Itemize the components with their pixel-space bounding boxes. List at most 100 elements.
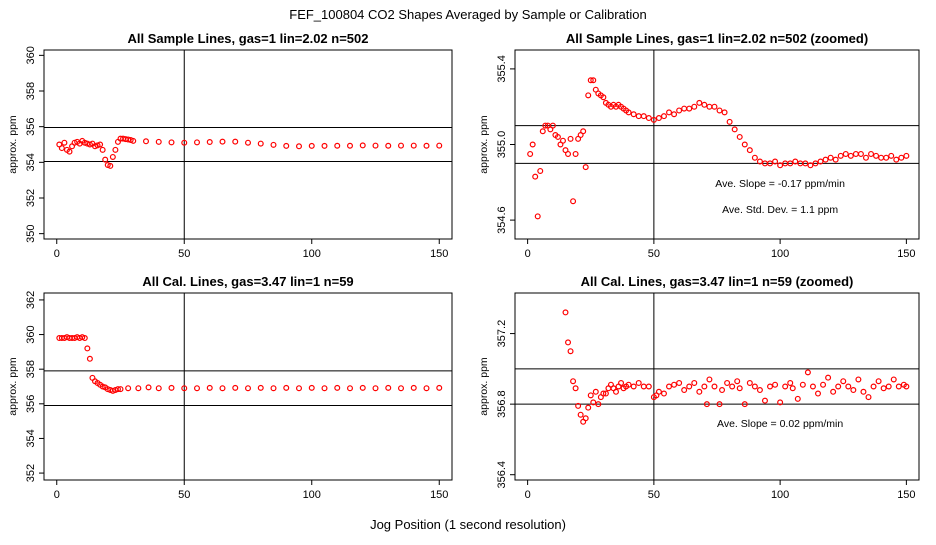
data-point bbox=[592, 388, 599, 395]
x-tick-label: 150 bbox=[897, 489, 915, 501]
data-point bbox=[731, 126, 738, 133]
data-point bbox=[99, 146, 106, 153]
annotation: Ave. Std. Dev. = 1.1 ppm bbox=[722, 204, 838, 216]
data-point bbox=[799, 381, 806, 388]
data-point bbox=[855, 376, 862, 383]
y-tick-label: 357.2 bbox=[496, 320, 508, 348]
data-point bbox=[893, 156, 900, 163]
plot-frame bbox=[514, 292, 920, 481]
data-point bbox=[194, 385, 201, 392]
data-point bbox=[878, 154, 885, 161]
data-point bbox=[257, 384, 264, 391]
x-tick-label: 0 bbox=[54, 489, 60, 501]
panel-3: All Cal. Lines, gas=3.47 lin=1 n=59 0 50 10… bbox=[7, 274, 453, 501]
data-point bbox=[143, 138, 150, 145]
data-point bbox=[635, 113, 642, 120]
data-point bbox=[777, 162, 784, 169]
data-point bbox=[334, 384, 341, 391]
data-point bbox=[206, 139, 213, 146]
x-tick-label: 150 bbox=[430, 489, 448, 501]
y-tick-label: 354 bbox=[25, 153, 37, 171]
data-point bbox=[782, 383, 789, 390]
data-point bbox=[219, 385, 226, 392]
data-point bbox=[761, 397, 768, 404]
data-point bbox=[903, 152, 910, 159]
data-point bbox=[777, 399, 784, 406]
data-point bbox=[630, 111, 637, 118]
data-point bbox=[109, 153, 116, 160]
data-point bbox=[283, 384, 290, 391]
y-tick-label: 358 bbox=[25, 360, 37, 378]
data-point bbox=[822, 156, 829, 163]
data-point bbox=[724, 379, 731, 386]
x-tick-label: 50 bbox=[178, 248, 190, 260]
data-point bbox=[850, 387, 857, 394]
data-point bbox=[66, 148, 73, 155]
data-point bbox=[580, 128, 587, 135]
data-point bbox=[577, 411, 584, 418]
data-point bbox=[792, 158, 799, 165]
data-point bbox=[857, 150, 864, 157]
data-point bbox=[655, 388, 662, 395]
data-point bbox=[895, 383, 902, 390]
data-point bbox=[671, 111, 678, 118]
data-point bbox=[880, 385, 887, 392]
y-tick-label: 354.6 bbox=[496, 206, 508, 234]
figure-xlabel: Jog Position (1 second resolution) bbox=[370, 517, 566, 532]
y-tick-label: 360 bbox=[25, 325, 37, 343]
data-point bbox=[852, 150, 859, 157]
data-point bbox=[567, 348, 574, 355]
data-point bbox=[398, 142, 405, 149]
data-point bbox=[716, 107, 723, 114]
panel-title: All Cal. Lines, gas=3.47 lin=1 n=59 (zoo… bbox=[581, 274, 854, 289]
data-point bbox=[572, 150, 579, 157]
panels-group: All Sample Lines, gas=1 lin=2.02 n=502 0 5… bbox=[7, 31, 920, 501]
data-point bbox=[655, 115, 662, 122]
data-point bbox=[711, 383, 718, 390]
data-point bbox=[135, 385, 142, 392]
data-point bbox=[570, 198, 577, 205]
data-point bbox=[703, 401, 710, 408]
data-point bbox=[539, 128, 546, 135]
data-point bbox=[630, 383, 637, 390]
data-point bbox=[835, 383, 842, 390]
data-point bbox=[117, 386, 124, 393]
data-point bbox=[865, 394, 872, 401]
data-point bbox=[81, 335, 88, 342]
data-point bbox=[696, 388, 703, 395]
data-point bbox=[794, 395, 801, 402]
x-tick-label: 0 bbox=[525, 248, 531, 260]
data-point bbox=[625, 109, 632, 116]
data-point bbox=[756, 387, 763, 394]
data-point bbox=[691, 103, 698, 110]
data-point bbox=[102, 156, 109, 163]
data-point bbox=[590, 399, 597, 406]
panel-title: All Sample Lines, gas=1 lin=2.02 n=502 bbox=[128, 31, 369, 46]
data-point bbox=[232, 138, 239, 145]
data-point bbox=[554, 133, 561, 140]
data-point bbox=[334, 142, 341, 149]
data-point bbox=[686, 105, 693, 112]
x-tick-label: 100 bbox=[771, 248, 789, 260]
data-point bbox=[590, 77, 597, 84]
data-point bbox=[86, 355, 93, 362]
data-point bbox=[565, 150, 572, 157]
data-point bbox=[883, 154, 890, 161]
data-point bbox=[618, 379, 625, 386]
data-point bbox=[155, 385, 162, 392]
data-point bbox=[640, 113, 647, 120]
data-point bbox=[145, 384, 152, 391]
data-point bbox=[219, 138, 226, 145]
data-point bbox=[572, 385, 579, 392]
data-point bbox=[903, 383, 910, 390]
data-point bbox=[719, 387, 726, 394]
data-point bbox=[802, 160, 809, 167]
data-point bbox=[721, 109, 728, 116]
data-point bbox=[772, 158, 779, 165]
data-point bbox=[807, 162, 814, 169]
data-point bbox=[660, 113, 667, 120]
y-axis-label: approx. ppm bbox=[478, 357, 490, 416]
y-axis-label: approx. ppm bbox=[7, 357, 19, 416]
annotation: Ave. Slope = -0.17 ppm/min bbox=[715, 178, 845, 190]
x-tick-label: 0 bbox=[54, 248, 60, 260]
